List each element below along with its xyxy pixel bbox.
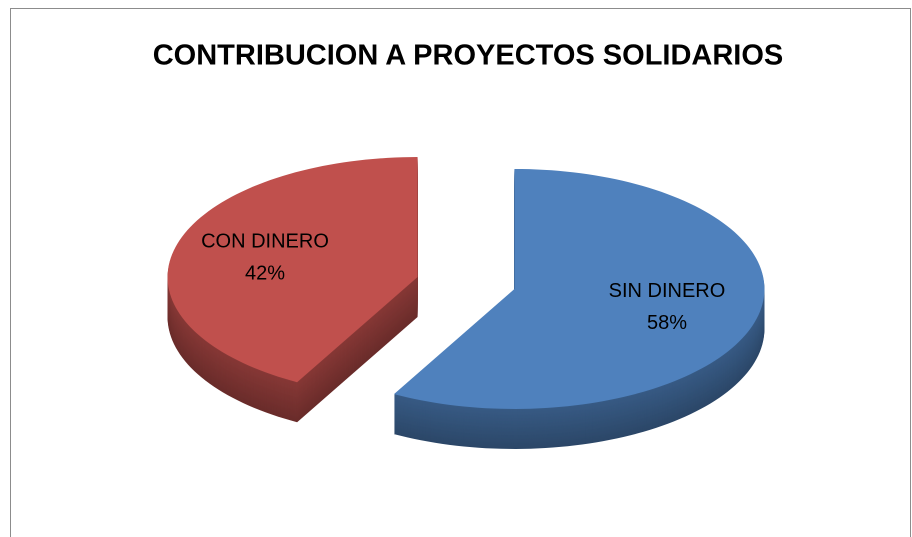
slice [393, 168, 765, 409]
slice-value-label: 58% [647, 312, 687, 334]
slice-label: SIN DINERO [609, 280, 726, 302]
slice [167, 157, 418, 383]
chart-title: CONTRIBUCION A PROYECTOS SOLIDARIOS [153, 40, 784, 72]
chart-border [10, 8, 911, 537]
slice-value-label: 42% [245, 263, 285, 285]
slice-label: CON DINERO [201, 231, 329, 253]
